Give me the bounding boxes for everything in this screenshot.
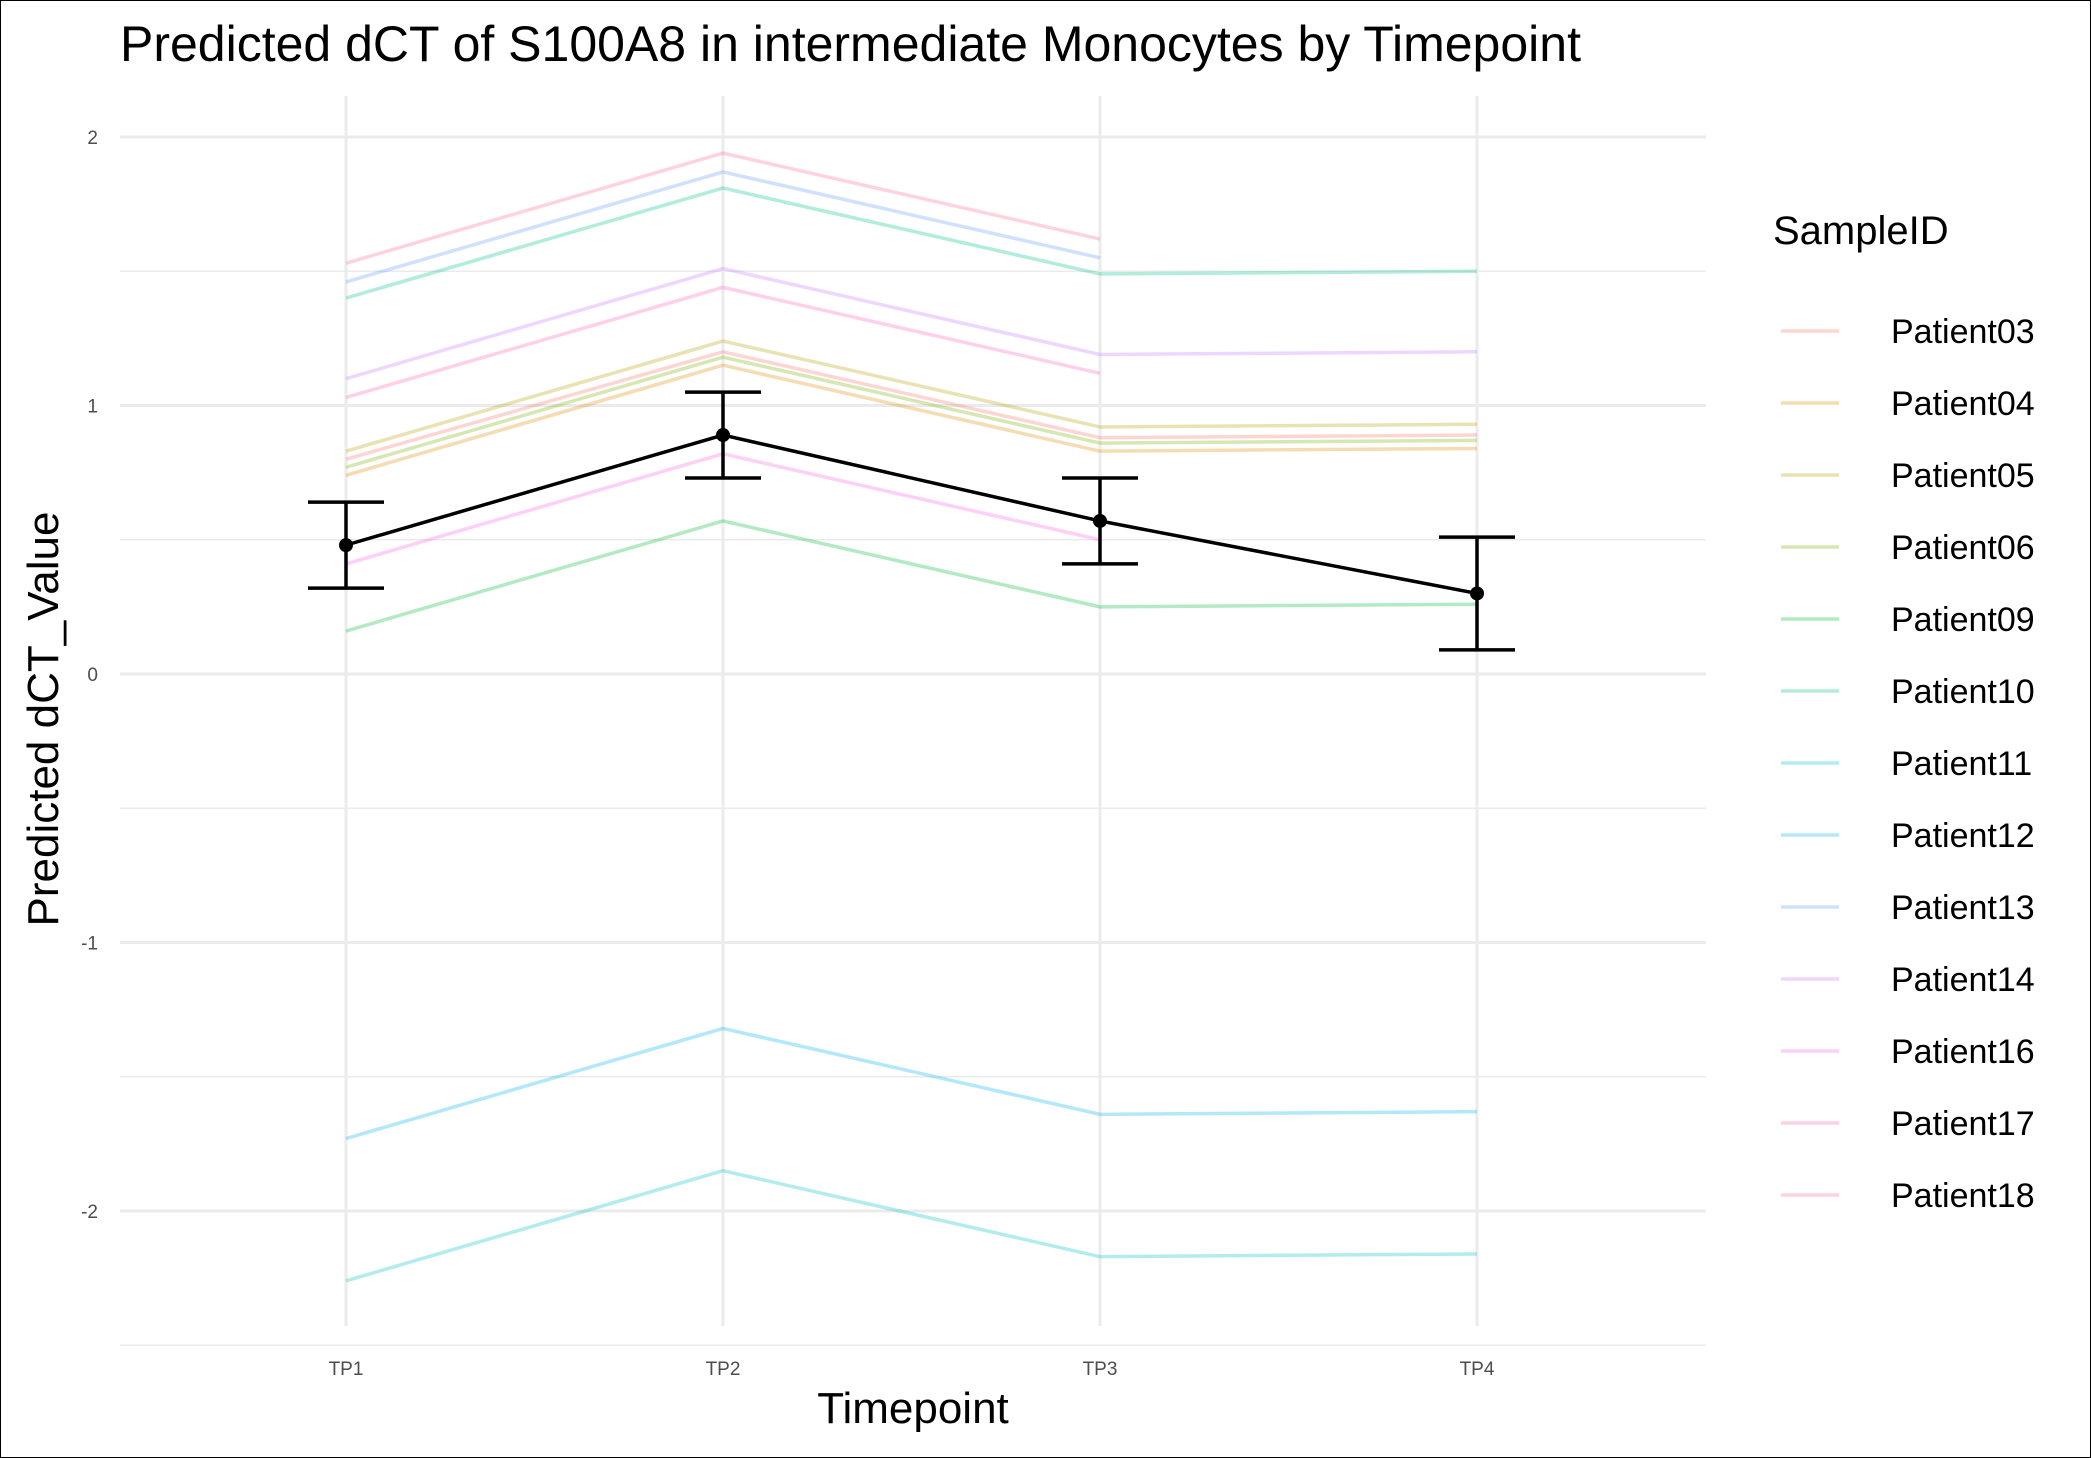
legend-label: Patient14 [1891,961,2035,999]
legend-label: Patient17 [1891,1105,2035,1143]
legend-title: SampleID [1773,209,1949,253]
series-line-patient12 [345,1026,1478,1141]
legend-label: Patient04 [1891,385,2035,423]
mean-point [1093,513,1107,528]
series-line-patient14 [345,266,1478,381]
series-line-patient10 [345,186,1478,300]
series-line-patient04 [345,363,1478,477]
series-line-patient18 [345,151,1101,265]
series-line-patient17 [345,285,1101,400]
y-axis-title: Predicted dCT_Value [19,512,68,927]
series-line-patient13 [345,170,1101,284]
y-tick-labels: -2 -1 0 1 2 [81,128,98,1223]
mean-series [308,390,1515,652]
chart-title: Predicted dCT of S100A8 in intermediate … [120,16,1581,72]
x-tick-label: TP3 [1083,1359,1118,1380]
series-line-patient09 [345,519,1478,633]
x-tick-label: TP4 [1460,1359,1495,1380]
mean-line [345,433,1478,596]
legend-label: Patient10 [1891,673,2035,711]
series-line-patient11 [345,1168,1478,1283]
legend-label: Patient12 [1891,817,2035,855]
grid [120,96,1706,1346]
mean-point [1470,586,1484,601]
series-line-patient05 [345,339,1478,453]
y-tick-label: -2 [81,1202,98,1223]
series-line-patient06 [345,355,1478,469]
legend-label: Patient13 [1891,889,2035,927]
legend-label: Patient06 [1891,529,2035,567]
x-tick-label: TP1 [329,1359,364,1380]
series-line-patient03 [345,350,1478,461]
y-tick-label: 1 [87,397,98,418]
y-tick-label: -1 [81,934,98,955]
legend: SampleID Patient03 Patient04 Patient05 Pati… [1773,209,2035,1215]
y-tick-label: 0 [87,665,98,686]
mean-point [339,538,353,553]
legend-label: Patient18 [1891,1177,2035,1215]
series-lines [345,151,1478,1283]
legend-label: Patient09 [1891,601,2035,639]
legend-label: Patient11 [1891,745,2032,783]
y-tick-label: 2 [87,128,98,149]
legend-label: Patient05 [1891,457,2035,495]
legend-label: Patient03 [1891,313,2035,351]
mean-point [716,428,730,443]
x-tick-labels: TP1 TP2 TP3 TP4 [329,1359,1495,1380]
legend-label: Patient16 [1891,1033,2035,1071]
x-tick-label: TP2 [706,1359,741,1380]
x-axis-title: Timepoint [817,1384,1009,1433]
